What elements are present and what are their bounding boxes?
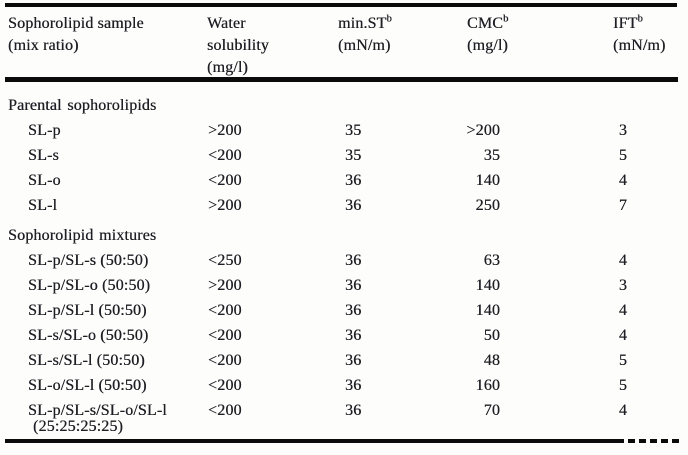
- cell-water-solubility: <200: [208, 147, 242, 164]
- cell-ift: 5: [618, 377, 627, 394]
- cell-min-st: 36: [345, 252, 362, 269]
- cell-min-st: 36: [345, 402, 362, 419]
- cell-sample: SL-s/SL-o (50:50): [28, 327, 149, 344]
- section-header-parental: Parental sophorolipids: [8, 97, 157, 114]
- sample-name-line2: (25:25:25:25): [33, 418, 123, 435]
- column-header-line: min.STb: [338, 13, 467, 35]
- column-header-sample: Sophorolipid sample (mix ratio): [8, 13, 207, 79]
- cell-sample: SL-o/SL-l (50:50): [28, 377, 147, 394]
- scan-artifact-dashes: [617, 439, 683, 443]
- column-header-line: Water: [207, 15, 246, 32]
- cell-min-st: 36: [345, 277, 362, 294]
- cell-sample: SL-p/SL-s (50:50): [28, 252, 149, 269]
- cell-cmc: 140: [475, 172, 500, 189]
- cell-min-st: 36: [345, 302, 362, 319]
- cell-cmc: 140: [475, 277, 500, 294]
- cell-water-solubility: >200: [208, 122, 242, 139]
- cell-ift: 4: [618, 252, 627, 269]
- cell-ift: 4: [618, 327, 627, 344]
- cell-sample: SL-p/SL-s/SL-o/SL-l (25:25:25:25): [0, 398, 207, 437]
- cell-ift: 7: [618, 197, 627, 214]
- cell-ift: 5: [618, 352, 627, 369]
- cell-ift: 4: [618, 402, 627, 419]
- column-header-line: CMCb: [467, 13, 613, 35]
- column-header-line: Sophorolipid sample: [8, 15, 144, 32]
- cell-min-st: 36: [345, 197, 362, 214]
- cell-sample: SL-s: [28, 147, 59, 164]
- column-header-line: solubility: [207, 37, 269, 54]
- table-top-rule: [5, 3, 677, 7]
- column-header-line: IFTb: [613, 13, 688, 35]
- cell-ift: 4: [618, 302, 627, 319]
- cell-water-solubility: <200: [208, 402, 242, 419]
- table-row: SL-s/SL-l (50:50) <200 36 48 5: [0, 348, 688, 373]
- column-header-line: (mg/l): [467, 37, 508, 54]
- cell-water-solubility: >200: [208, 197, 242, 214]
- cell-sample: SL-p/SL-l (50:50): [28, 302, 147, 319]
- cell-cmc: 48: [483, 352, 500, 369]
- cell-min-st: 36: [345, 327, 362, 344]
- table-row: SL-s/SL-o (50:50) <200 36 50 4: [0, 323, 688, 348]
- table-header-row: Sophorolipid sample (mix ratio) Water so…: [0, 13, 688, 79]
- cell-water-solubility: <200: [208, 377, 242, 394]
- column-header-water-solubility: Water solubility (mg/l): [207, 13, 338, 79]
- column-header-ift: IFTb (mN/m): [613, 13, 688, 79]
- cell-water-solubility: <200: [208, 302, 242, 319]
- column-header-min-st: min.STb (mN/m): [338, 13, 467, 79]
- cell-cmc: 63: [483, 252, 500, 269]
- cell-min-st: 35: [345, 147, 362, 164]
- table-row: SL-o <200 36 140 4: [0, 168, 688, 193]
- table-row: SL-s <200 35 35 5: [0, 143, 688, 168]
- cell-cmc: 140: [475, 302, 500, 319]
- table-row: SL-p/SL-s (50:50) <250 36 63 4: [0, 248, 688, 273]
- cell-ift: 3: [618, 277, 627, 294]
- column-header-text: IFT: [613, 15, 638, 32]
- cell-cmc: 160: [475, 377, 500, 394]
- cell-min-st: 36: [345, 377, 362, 394]
- table-row: SL-p/SL-s/SL-o/SL-l (25:25:25:25) <200 3…: [0, 398, 688, 437]
- table-header-rule: [5, 77, 678, 82]
- column-header-line: (mN/m): [338, 37, 391, 54]
- column-header-text: min.ST: [338, 15, 387, 32]
- cell-cmc: 250: [475, 197, 500, 214]
- cell-cmc: 70: [483, 402, 500, 419]
- cell-water-solubility: <200: [208, 352, 242, 369]
- cell-cmc: 50: [483, 327, 500, 344]
- cell-cmc: >200: [466, 122, 500, 139]
- section-header-mixtures: Sophorolipid mixtures: [8, 227, 157, 244]
- column-header-line: (mix ratio): [8, 37, 79, 54]
- table-bottom-rule: [5, 439, 617, 443]
- table-row: SL-p >200 35 >200 3: [0, 118, 688, 143]
- table-row: SL-l >200 36 250 7: [0, 193, 688, 218]
- cell-sample: SL-o: [28, 172, 61, 189]
- footnote-marker: b: [503, 13, 509, 25]
- cell-min-st: 36: [345, 172, 362, 189]
- footnote-marker: b: [637, 13, 643, 25]
- cell-water-solubility: <200: [208, 327, 242, 344]
- cell-ift: 5: [618, 147, 627, 164]
- cell-ift: 4: [618, 172, 627, 189]
- cell-cmc: 35: [483, 147, 500, 164]
- footnote-marker: b: [386, 13, 392, 25]
- cell-sample: SL-s/SL-l (50:50): [28, 352, 145, 369]
- cell-water-solubility: >200: [208, 277, 242, 294]
- table-row: SL-p/SL-l (50:50) <200 36 140 4: [0, 298, 688, 323]
- column-header-cmc: CMCb (mg/l): [467, 13, 613, 79]
- cell-water-solubility: <250: [208, 252, 242, 269]
- cell-water-solubility: <200: [208, 172, 242, 189]
- column-header-line: (mg/l): [207, 59, 248, 76]
- cell-min-st: 35: [345, 122, 362, 139]
- column-header-line: (mN/m): [613, 37, 666, 54]
- table-body: Parental sophorolipids SL-p >200 35 >200…: [0, 88, 688, 437]
- table-row: SL-p/SL-o (50:50) >200 36 140 3: [0, 273, 688, 298]
- cell-ift: 3: [618, 122, 627, 139]
- cell-min-st: 36: [345, 352, 362, 369]
- column-header-text: CMC: [467, 15, 504, 32]
- cell-sample: SL-p/SL-o (50:50): [28, 277, 151, 294]
- cell-sample: SL-l: [28, 197, 58, 214]
- cell-sample: SL-p: [28, 122, 61, 139]
- sample-name-line1: SL-p/SL-s/SL-o/SL-l: [28, 402, 167, 419]
- table-row: SL-o/SL-l (50:50) <200 36 160 5: [0, 373, 688, 398]
